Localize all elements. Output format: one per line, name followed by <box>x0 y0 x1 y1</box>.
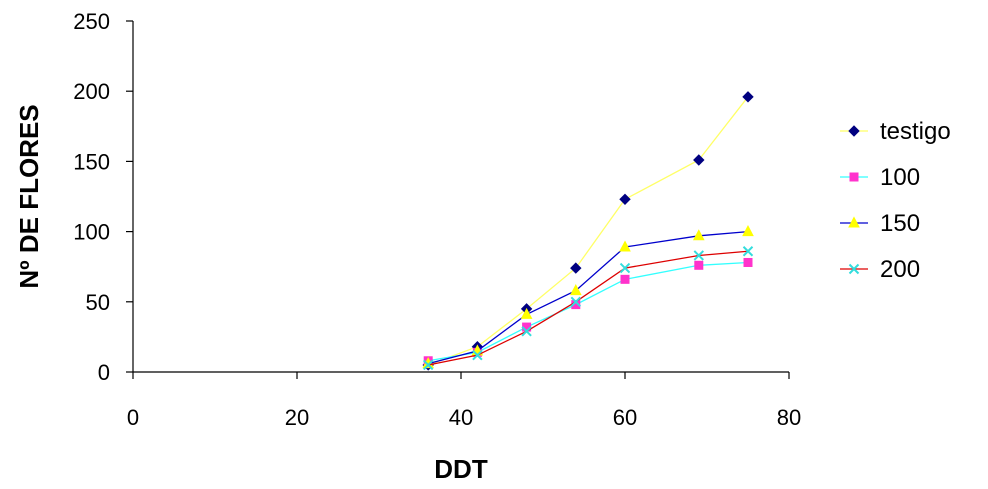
series-line <box>427 96 749 366</box>
data-point <box>742 225 754 237</box>
data-point <box>570 296 582 308</box>
legend-item: 100 <box>840 164 920 191</box>
legend-item: testigo <box>840 118 951 145</box>
legend-label: 200 <box>880 256 920 283</box>
chart-axes <box>132 21 789 373</box>
data-point <box>422 359 434 371</box>
legend-item: 150 <box>840 210 920 237</box>
data-point <box>619 262 631 274</box>
y-tick-label: 50 <box>86 290 110 315</box>
y-tick-label: 200 <box>73 79 110 104</box>
legend-marker <box>848 263 860 275</box>
series-200 <box>422 246 754 371</box>
data-point <box>693 250 705 261</box>
series-testigo <box>422 91 754 371</box>
y-axis-ticks: 0 50 100 150 200 250 <box>73 9 133 385</box>
data-point <box>570 262 582 274</box>
data-point <box>694 260 704 270</box>
x-axis-ticks: 0 20 40 60 80 <box>127 372 801 430</box>
x-tick-label: 40 <box>449 405 473 430</box>
x-tick-label: 60 <box>613 405 637 430</box>
x-tick-label: 0 <box>127 405 139 430</box>
legend-item: 200 <box>840 256 920 283</box>
data-point <box>693 154 705 166</box>
y-tick-label: 150 <box>73 149 110 174</box>
data-point <box>619 193 631 206</box>
x-tick-label: 80 <box>777 405 801 430</box>
y-tick-label: 100 <box>73 220 110 245</box>
data-point <box>520 307 533 319</box>
legend: testigo 100 150 200 <box>840 118 951 283</box>
y-tick-label: 0 <box>98 360 110 385</box>
data-point <box>692 229 705 241</box>
legend-label: 150 <box>880 210 920 237</box>
legend-marker <box>848 125 860 137</box>
data-point <box>472 349 483 361</box>
x-axis-title: DDT <box>434 454 488 484</box>
data-point <box>521 326 532 337</box>
y-tick-label: 250 <box>73 9 110 34</box>
data-point <box>742 246 754 257</box>
data-point <box>569 283 582 296</box>
series-100 <box>423 257 753 366</box>
legend-label: testigo <box>880 118 951 145</box>
data-point <box>742 91 754 103</box>
legend-marker <box>849 172 859 182</box>
data-point <box>620 274 630 284</box>
data-point <box>619 240 631 252</box>
y-axis-title: Nº DE FLORES <box>14 104 44 288</box>
data-point <box>743 257 753 267</box>
legend-label: 100 <box>880 164 920 191</box>
legend-marker <box>848 216 860 228</box>
x-tick-label: 20 <box>285 405 309 430</box>
series-layer <box>422 91 754 371</box>
